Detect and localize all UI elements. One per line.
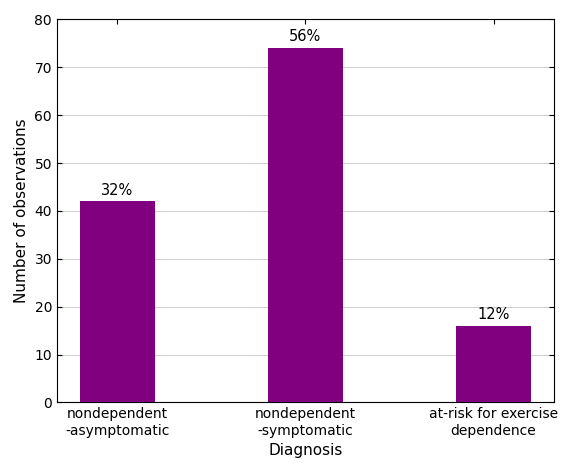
Text: 12%: 12% bbox=[477, 307, 510, 322]
Bar bbox=[268, 48, 343, 403]
X-axis label: Diagnosis: Diagnosis bbox=[268, 443, 343, 458]
Bar bbox=[80, 202, 155, 403]
Text: 56%: 56% bbox=[289, 29, 321, 44]
Bar bbox=[456, 326, 531, 403]
Y-axis label: Number of observations: Number of observations bbox=[14, 118, 29, 303]
Text: 32%: 32% bbox=[101, 183, 134, 198]
